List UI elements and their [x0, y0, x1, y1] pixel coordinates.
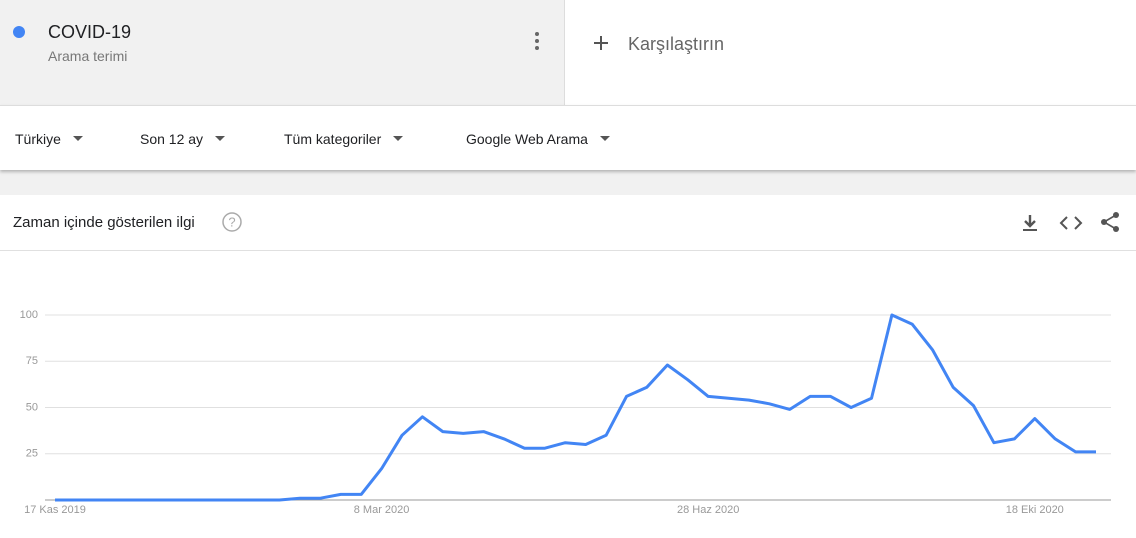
- x-tick-label: 28 Haz 2020: [677, 504, 739, 516]
- y-tick-label: 100: [20, 309, 38, 321]
- term: COVID-19: [48, 22, 132, 42]
- compare: Karşılaştırın: [628, 34, 725, 54]
- filter-bar: Türkiye Son 12 ay Tüm kategoriler Google…: [0, 105, 1136, 170]
- more-menu[interactable]: [530, 31, 544, 51]
- help-icon[interactable]: ?: [221, 211, 243, 233]
- y-tick-label: 50: [26, 401, 38, 413]
- y-tick-label: 75: [26, 355, 38, 367]
- embed-icon[interactable]: [1059, 213, 1083, 233]
- section-title: Zaman içinde gösterilen ilgi: [13, 214, 195, 231]
- filter[interactable]: Google Web Arama: [466, 131, 610, 147]
- x-tick-label: 18 Eki 2020: [1006, 504, 1064, 516]
- svg-text:?: ?: [228, 214, 235, 229]
- download-icon[interactable]: [1020, 213, 1040, 233]
- x-tick-label: 17 Kas 2019: [24, 504, 86, 516]
- interest-card: Zaman içinde gösterilen ilgi ?: [0, 195, 1136, 538]
- share-icon[interactable]: [1099, 211, 1121, 233]
- x-tick-label: 8 Mar 2020: [354, 504, 410, 516]
- card-header: Zaman içinde gösterilen ilgi ?: [0, 195, 1136, 251]
- chart: 25 50 75 100 17 Kas 2019 8 Mar 2020 28 Haz 202…: [20, 309, 1111, 516]
- term-card[interactable]: COVID-19 Arama terimi: [0, 0, 565, 105]
- plus-icon: [594, 36, 608, 50]
- filter[interactable]: Türkiye: [15, 131, 83, 147]
- compare-card[interactable]: Karşılaştırın: [565, 0, 1136, 105]
- filter[interactable]: Tüm kategoriler: [284, 131, 403, 147]
- term-type: Arama terimi: [48, 48, 128, 64]
- trend-line: [55, 313, 1096, 502]
- filter[interactable]: Son 12 ay: [140, 131, 225, 147]
- y-tick-label: 25: [26, 448, 38, 460]
- term-dot: [13, 26, 25, 38]
